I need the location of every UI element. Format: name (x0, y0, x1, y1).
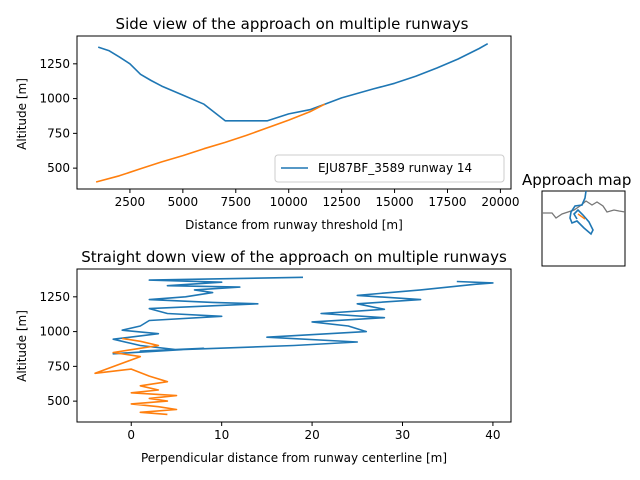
side-view-chart: Side view of the approach on multiple ru… (15, 15, 520, 232)
y-tick-label: 750 (47, 126, 70, 140)
approach-map: Approach map (522, 171, 631, 267)
approach-map-flight-path (569, 190, 594, 236)
approach-map-runway (577, 213, 586, 220)
down-view-title: Straight down view of the approach on mu… (81, 248, 507, 266)
down-view-axes (76, 268, 512, 423)
approach-map-terrain-line (542, 200, 626, 219)
x-tick-label: 40 (485, 428, 500, 442)
side-view-xlabel: Distance from runway threshold [m] (185, 218, 403, 232)
x-tick-label: 15000 (375, 195, 413, 209)
y-tick-label: 1000 (39, 325, 70, 339)
x-tick-label: 10000 (270, 195, 308, 209)
down-view-chart: Straight down view of the approach on mu… (15, 248, 512, 465)
side-view-axes (76, 35, 512, 190)
x-tick-label: 30 (395, 428, 410, 442)
x-tick-label: 17500 (428, 195, 466, 209)
legend-box (274, 154, 505, 183)
y-tick-label: 1250 (39, 290, 70, 304)
x-tick-label: 20000 (481, 195, 519, 209)
y-tick-label: 500 (47, 394, 70, 408)
legend: EJU87BF_3589 runway 14 (274, 154, 505, 183)
x-tick-label: 0 (127, 428, 135, 442)
approach-map-title: Approach map (522, 171, 631, 189)
y-tick-label: 500 (47, 161, 70, 175)
down-view-xlabel: Perpendicular distance from runway cente… (141, 451, 447, 465)
series-line-0 (97, 43, 489, 122)
legend-entry: EJU87BF_3589 runway 14 (318, 161, 472, 175)
x-tick-label: 2500 (115, 195, 146, 209)
series-line-1 (94, 337, 178, 416)
x-tick-label: 12500 (323, 195, 361, 209)
x-tick-label: 10 (214, 428, 229, 442)
x-tick-label: 20 (304, 428, 319, 442)
x-tick-label: 5000 (168, 195, 199, 209)
side-view-title: Side view of the approach on multiple ru… (116, 15, 469, 33)
series-line-1 (95, 103, 326, 183)
y-tick-label: 1250 (39, 57, 70, 71)
y-tick-label: 750 (47, 359, 70, 373)
down-view-ylabel: Altitude [m] (15, 310, 29, 382)
y-tick-label: 1000 (39, 92, 70, 106)
x-tick-label: 7500 (221, 195, 252, 209)
side-view-ylabel: Altitude [m] (15, 78, 29, 150)
series-line-0 (112, 276, 494, 355)
